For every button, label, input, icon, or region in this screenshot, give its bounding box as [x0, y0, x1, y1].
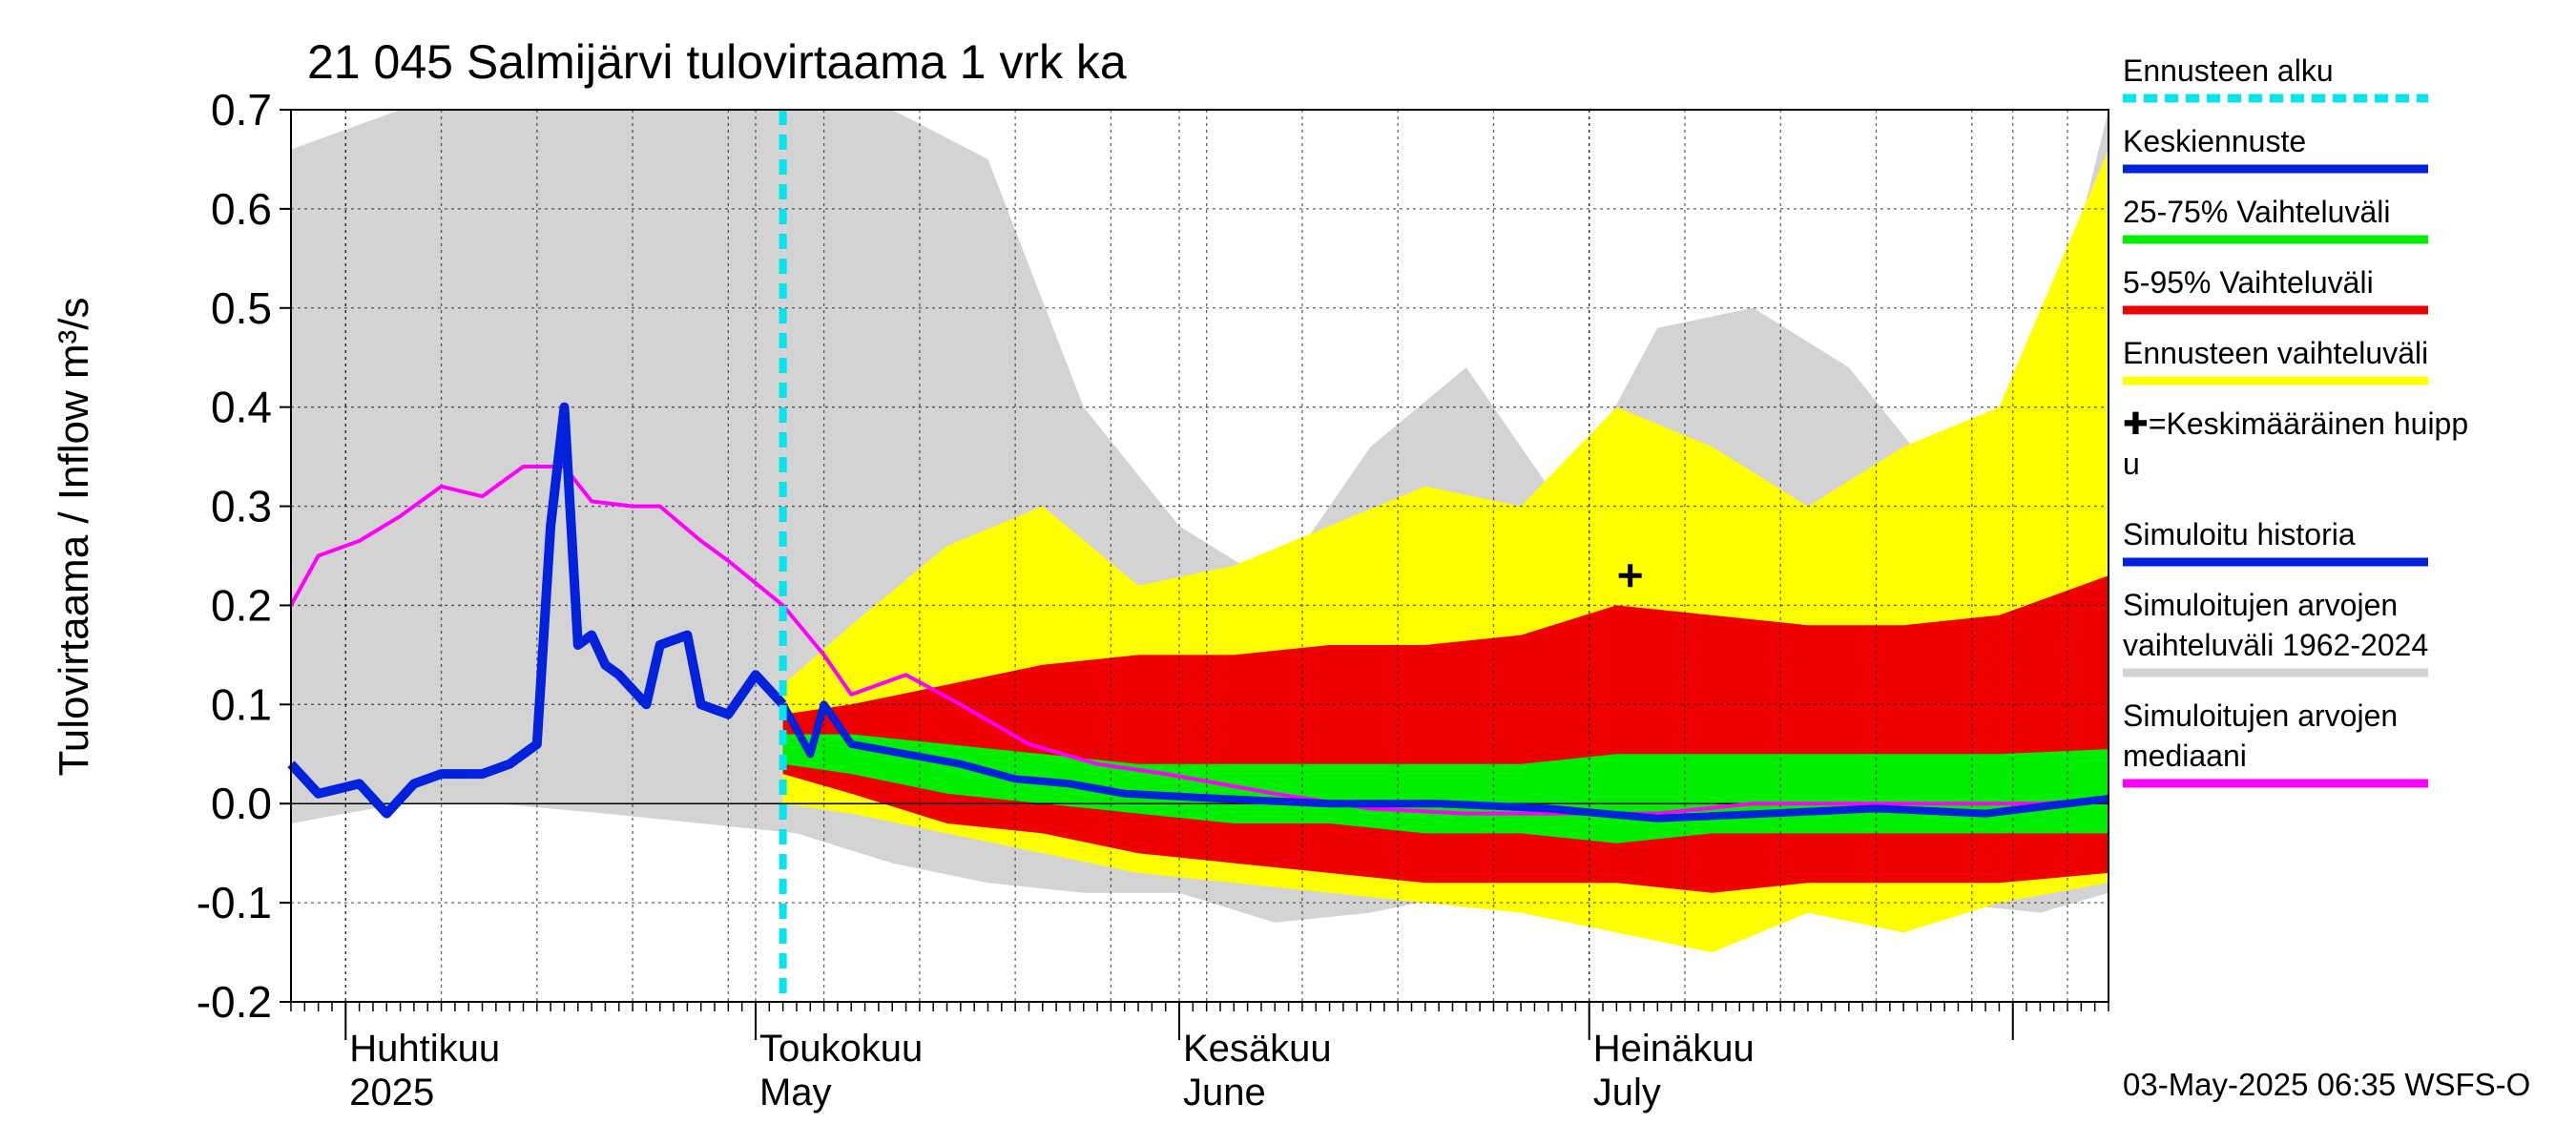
y-tick-label: 0.6	[211, 184, 272, 234]
legend-label: Simuloitu historia	[2123, 517, 2356, 552]
mean-peak-marker	[1618, 564, 1642, 588]
plot-frame	[290, 109, 2109, 1003]
month-label-en: 2025	[349, 1072, 434, 1114]
median-line	[289, 465, 2109, 816]
axes: -0.2 -0.1 0.0 0.1 0.2 0.3 0.4 0.5 0.6 0.7 Huhtikuu…	[51, 85, 2109, 1114]
legend-label: Simuloitujen arvojen	[2123, 588, 2398, 622]
legend-label: 25-75% Vaihteluväli	[2123, 195, 2390, 229]
range-areas	[291, 110, 2109, 953]
series-lines	[287, 110, 2109, 1002]
y-tick-label: 0.2	[211, 580, 272, 630]
legend-item-25-75-vaihteluvali: 25-75% Vaihteluväli	[2123, 195, 2428, 244]
legend-item-keskiennuste: Keskiennuste	[2123, 124, 2428, 174]
y-axis-label: Tulovirtaama / Inflow m³/s	[51, 297, 97, 776]
legend-label: ✚=Keskimääräinen huipp	[2123, 406, 2468, 441]
y-tick-label: -0.1	[197, 878, 272, 927]
y-tick-label: 0.3	[211, 482, 272, 531]
legend-label: Ennusteen alku	[2123, 53, 2334, 88]
legend-item-ennusteen-vaihteluvali: Ennusteen vaihteluväli	[2123, 336, 2428, 385]
timestamp: 03-May-2025 06:35 WSFS-O	[2123, 1067, 2530, 1102]
legend-item-ennusteen-alku: Ennusteen alku	[2123, 53, 2428, 103]
legend-label: Keskiennuste	[2123, 124, 2306, 158]
legend-label: 5-95% Vaihteluväli	[2123, 265, 2374, 300]
month-label-fi: Kesäkuu	[1183, 1028, 1332, 1070]
y-tick-label: 0.4	[211, 383, 272, 432]
legend-item-5-95-vaihteluvali: 5-95% Vaihteluväli	[2123, 265, 2428, 315]
y-tick-label: -0.2	[197, 977, 272, 1027]
y-tick-label: 0.5	[211, 283, 272, 333]
month-label-fi: Heinäkuu	[1593, 1028, 1755, 1070]
legend-item-simuloitujen-arvojen: Simuloitujen arvojen mediaani	[2123, 698, 2428, 788]
forecast-mean-line	[779, 700, 2109, 822]
simulated-history-line	[287, 402, 787, 819]
legend: Ennusteen alku Keskiennuste 25-75% Vaihtel…	[2123, 53, 2468, 788]
y-tick-label: 0.1	[211, 679, 272, 729]
month-label-fi: Toukokuu	[759, 1028, 923, 1070]
legend-item-simuloitu-historia: Simuloitu historia	[2123, 517, 2428, 567]
month-label-fi: Huhtikuu	[349, 1028, 500, 1070]
legend-label: Ennusteen vaihteluväli	[2123, 336, 2428, 370]
legend-item-simuloitujen-arvojen: Simuloitujen arvojen vaihteluväli 1962-20…	[2123, 588, 2428, 677]
legend-label-2: vaihteluväli 1962-2024	[2123, 628, 2428, 662]
legend-item-keskimaarainen-huipp: ✚=Keskimääräinen huipp u	[2123, 406, 2468, 481]
legend-label: Simuloitujen arvojen	[2123, 698, 2398, 733]
chart-title: 21 045 Salmijärvi tulovirtaama 1 vrk ka	[307, 35, 1127, 89]
grid-lines	[291, 109, 2109, 1003]
month-label-en: May	[759, 1072, 832, 1114]
legend-label-2: u	[2123, 447, 2140, 481]
month-label-en: June	[1183, 1072, 1266, 1114]
month-label-en: July	[1593, 1072, 1661, 1114]
y-tick-label: 0.0	[211, 779, 272, 828]
y-tick-label: 0.7	[211, 85, 272, 135]
legend-label-2: mediaani	[2123, 739, 2247, 773]
